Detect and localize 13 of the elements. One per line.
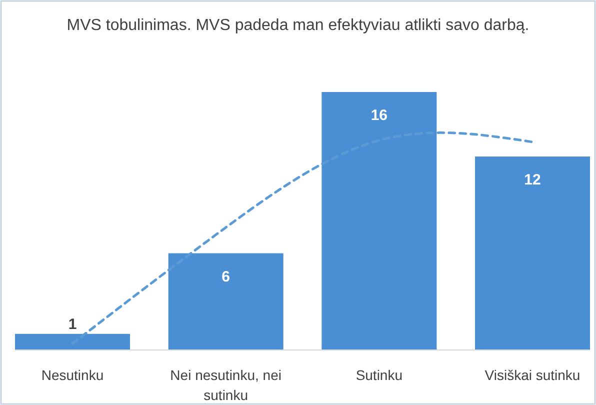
- data-label: 16: [370, 107, 388, 124]
- chart-title: MVS tobulinimas. MVS padeda man efektyviau atlikti savo darbą.: [66, 17, 530, 34]
- data-label: 12: [524, 172, 541, 188]
- x-tick-label: Visiškai sutinku: [484, 367, 580, 383]
- x-tick-label: Sutinku: [356, 367, 403, 383]
- x-tick-label: Nesutinku: [41, 367, 104, 383]
- bar: [322, 92, 437, 350]
- x-tick-label: Nei nesutinku, nei sutinku: [170, 367, 282, 403]
- bar: [475, 156, 590, 350]
- data-label: 1: [68, 316, 77, 333]
- bar: [168, 253, 284, 350]
- bar: [15, 334, 130, 350]
- data-label: 6: [222, 268, 230, 286]
